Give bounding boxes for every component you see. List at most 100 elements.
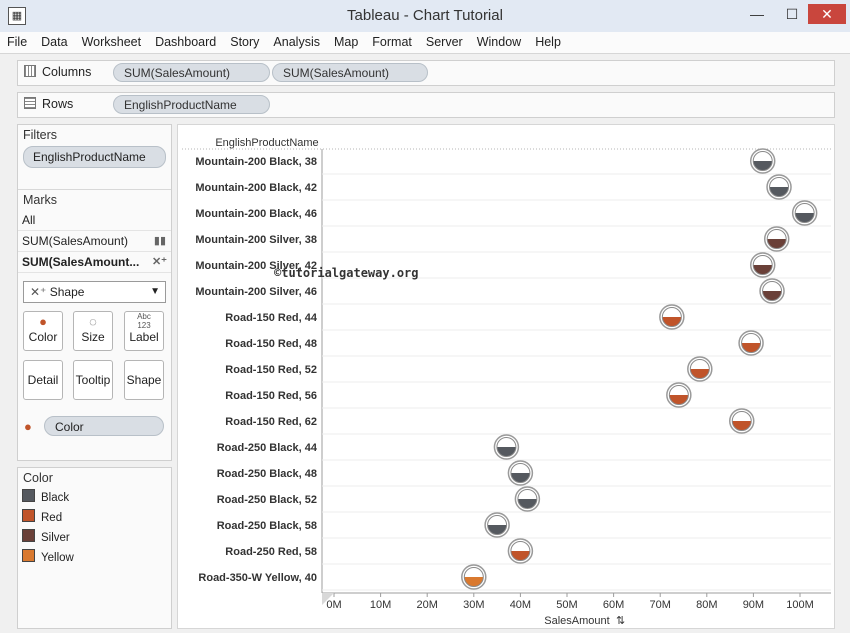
marks-card-all[interactable]: All — [18, 210, 171, 231]
legend-item-silver[interactable]: Silver — [18, 528, 171, 548]
menu-dashboard[interactable]: Dashboard — [155, 35, 217, 49]
x-tick-label: 10M — [370, 599, 391, 611]
data-point-outline — [752, 151, 773, 171]
legend-title: Color — [23, 471, 53, 485]
data-point — [487, 525, 507, 535]
row-label: Road-150 Red, 56 — [225, 390, 317, 402]
rows-pill-englishproductname[interactable]: EnglishProductName — [113, 95, 270, 114]
tableau-app-icon[interactable]: ▦ — [8, 7, 26, 25]
tooltip-button[interactable]: Tooltip — [73, 360, 113, 400]
columns-shelf[interactable]: Columns SUM(SalesAmount) SUM(SalesAmount… — [17, 60, 835, 86]
data-point-outline — [766, 229, 787, 249]
marks-card-sum-salesamount-1[interactable]: SUM(SalesAmount) ▮▮ — [18, 231, 171, 252]
row-label: Mountain-200 Silver, 42 — [195, 260, 317, 272]
maximize-button[interactable]: ☐ — [785, 6, 799, 22]
window-title: Tableau - Chart Tutorial — [347, 7, 503, 24]
axis-corner-marker — [322, 593, 334, 605]
close-button[interactable]: ✕ — [808, 4, 846, 24]
legend-item-red[interactable]: Red — [18, 508, 171, 528]
x-tick-label: 100M — [786, 599, 814, 611]
rows-label-text: Rows — [42, 97, 74, 111]
row-label: Road-250 Black, 44 — [217, 442, 318, 454]
size-button[interactable]: ◌ Size — [73, 311, 113, 351]
menu-window[interactable]: Window — [476, 35, 522, 49]
label-button[interactable]: Abc 123 Label — [124, 311, 164, 351]
data-point — [753, 161, 773, 171]
rows-shelf[interactable]: Rows EnglishProductName — [17, 92, 835, 118]
menu-worksheet[interactable]: Worksheet — [81, 35, 142, 49]
data-point — [795, 213, 815, 223]
marks-title: Marks — [18, 189, 171, 210]
filter-pill-englishproductname[interactable]: EnglishProductName — [23, 146, 166, 168]
menu-help[interactable]: Help — [535, 35, 561, 49]
x-tick-label: 0M — [326, 599, 341, 611]
data-point — [741, 343, 761, 353]
x-tick-label: 80M — [696, 599, 717, 611]
x-tick-label: 40M — [510, 599, 531, 611]
row-label: Road-250 Red, 58 — [225, 546, 317, 558]
color-palette-icon: ● — [39, 314, 47, 329]
row-label: Road-150 Red, 48 — [225, 338, 317, 350]
color-encoding-icon: ● — [24, 419, 32, 434]
mark-type-dropdown[interactable]: ✕⁺ Shape ▼ — [23, 281, 166, 303]
legend-swatch-black — [22, 489, 35, 502]
data-point — [662, 317, 682, 327]
chevron-down-icon: ▼ — [150, 286, 160, 297]
legend-label-yellow: Yellow — [41, 552, 74, 564]
columns-pill-sum-salesamount-1[interactable]: SUM(SalesAmount) — [113, 63, 270, 82]
title-bar: ▦ Tableau - Chart Tutorial — ☐ ✕ — [0, 0, 850, 33]
data-point — [732, 421, 752, 431]
mark-type-value: Shape — [49, 285, 85, 299]
menu-data[interactable]: Data — [41, 35, 68, 49]
data-point-outline — [794, 203, 815, 223]
row-label: Mountain-200 Black, 42 — [195, 182, 317, 194]
minimize-button[interactable]: — — [750, 6, 764, 22]
data-point — [510, 551, 530, 561]
data-point-outline — [496, 437, 517, 457]
data-point-outline — [668, 385, 689, 405]
columns-label-text: Columns — [42, 65, 92, 79]
menu-format[interactable]: Format — [372, 35, 412, 49]
chart-view[interactable]: EnglishProductName Mountain-200 Black, 38… — [177, 124, 835, 629]
size-button-label: Size — [81, 330, 105, 344]
menu-server[interactable]: Server — [425, 35, 463, 49]
marks-card-label: SUM(SalesAmount) — [22, 234, 129, 248]
row-label: Road-250 Black, 52 — [217, 494, 317, 506]
data-point — [769, 187, 789, 197]
row-label: Road-150 Red, 62 — [225, 416, 317, 428]
menu-map[interactable]: Map — [333, 35, 359, 49]
label-button-label: Label — [129, 330, 159, 344]
x-tick-label: 30M — [463, 599, 484, 611]
shape-button[interactable]: Shape — [124, 360, 164, 400]
x-axis-title: SalesAmount — [544, 615, 609, 627]
rows-shelf-label: Rows — [24, 97, 73, 111]
scatter-chart: EnglishProductName Mountain-200 Black, 38… — [182, 137, 831, 627]
row-label: Mountain-200 Black, 38 — [195, 156, 317, 168]
data-point-outline — [769, 177, 790, 197]
marks-card-label-active: SUM(SalesAmount... — [22, 255, 140, 269]
detail-button[interactable]: Detail — [23, 360, 63, 400]
row-label: Road-250 Black, 48 — [217, 468, 317, 480]
filters-marks-panel: Filters EnglishProductName Marks All SUM… — [17, 124, 172, 461]
x-tick-label: 90M — [743, 599, 764, 611]
color-legend: Color Black Red Silver Yellow — [17, 467, 172, 629]
data-point — [762, 291, 782, 301]
color-button[interactable]: ● Color — [23, 311, 63, 351]
marks-card-sum-salesamount-2[interactable]: SUM(SalesAmount... ✕⁺ — [18, 252, 171, 273]
data-point — [690, 369, 710, 379]
data-point-outline — [752, 255, 773, 275]
menu-story[interactable]: Story — [230, 35, 260, 49]
x-tick-label: 60M — [603, 599, 624, 611]
color-button-label: Color — [28, 330, 58, 344]
data-point — [767, 239, 787, 249]
menu-bar: File Data Worksheet Dashboard Story Analysis M… — [0, 32, 850, 54]
color-encoding-pill[interactable]: Color — [44, 416, 164, 436]
legend-swatch-silver — [22, 529, 35, 542]
legend-label-black: Black — [41, 492, 70, 504]
menu-analysis[interactable]: Analysis — [273, 35, 320, 49]
data-point — [510, 473, 530, 483]
columns-pill-sum-salesamount-2[interactable]: SUM(SalesAmount) — [272, 63, 428, 82]
legend-item-black[interactable]: Black — [18, 488, 171, 508]
menu-file[interactable]: File — [7, 35, 28, 49]
legend-item-yellow[interactable]: Yellow — [18, 548, 171, 568]
